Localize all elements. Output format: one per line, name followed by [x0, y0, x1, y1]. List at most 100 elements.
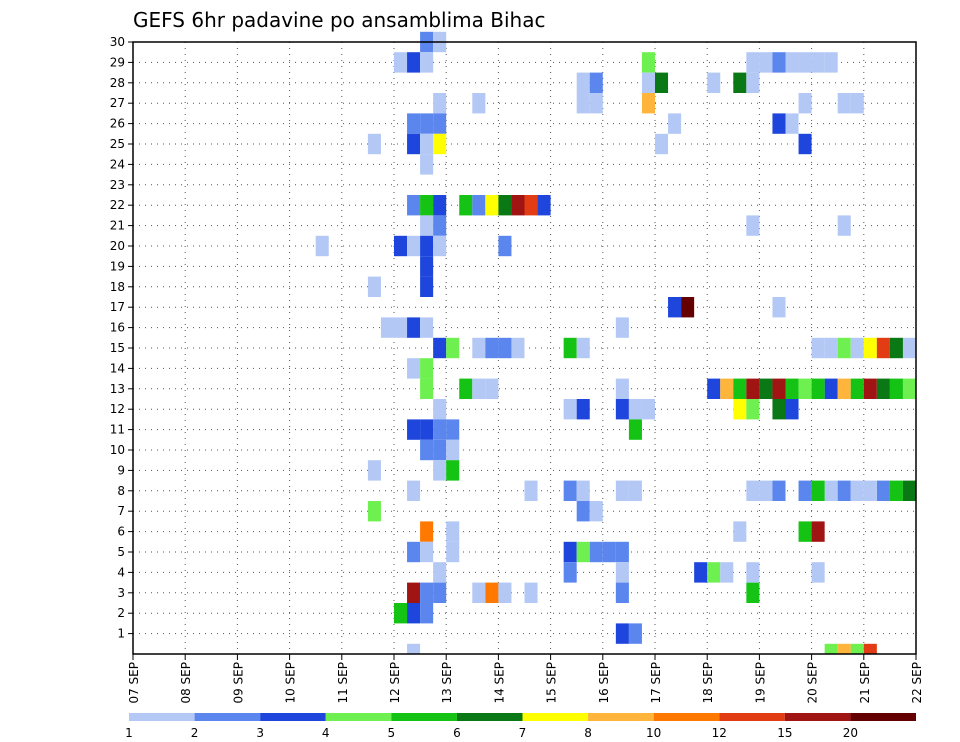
colorbar-label: 1 [125, 726, 133, 740]
data-cell [420, 521, 434, 542]
data-cell [498, 582, 512, 603]
data-cell [837, 378, 851, 399]
y-tick-label: 6 [117, 525, 125, 539]
data-cell [655, 133, 669, 155]
y-tick-label: 13 [110, 382, 125, 396]
data-cell [407, 133, 421, 155]
data-cell [407, 582, 421, 603]
data-cell [746, 399, 760, 420]
data-cell [420, 582, 434, 603]
y-tick-label: 4 [117, 565, 125, 579]
y-tick-label: 3 [117, 586, 125, 600]
y-tick-label: 15 [110, 341, 125, 355]
data-cell [902, 378, 916, 399]
data-cell [485, 378, 499, 399]
data-cell [407, 419, 421, 440]
y-tick-label: 26 [110, 117, 125, 131]
data-cell [889, 378, 903, 399]
data-cell [876, 378, 890, 399]
data-cell [576, 337, 590, 359]
data-cell [498, 337, 512, 359]
data-cell [420, 358, 434, 379]
y-tick-label: 7 [117, 504, 125, 518]
data-cell [420, 378, 434, 399]
data-cell [524, 195, 538, 216]
data-cell [433, 215, 447, 236]
data-cell [681, 297, 695, 318]
data-cell [433, 419, 447, 440]
colorbar-swatch [391, 713, 457, 721]
data-cell [433, 582, 447, 603]
data-cell [850, 378, 864, 399]
data-cell [811, 52, 825, 73]
data-cell [785, 378, 799, 399]
data-cell [772, 113, 786, 134]
data-cell [407, 541, 421, 563]
x-tick-label: 17 SEP [649, 662, 663, 704]
data-cell [798, 480, 812, 501]
data-cell [576, 72, 590, 93]
y-tick-label: 1 [117, 627, 125, 641]
data-cell [433, 93, 447, 114]
colorbar-label: 2 [191, 726, 199, 740]
y-tick-label: 20 [110, 239, 125, 253]
data-cell [420, 52, 434, 73]
data-cell [420, 419, 434, 440]
data-cell [746, 582, 760, 603]
data-cell [459, 378, 473, 399]
data-cell [563, 541, 577, 563]
data-cell [433, 460, 447, 481]
x-tick-label: 14 SEP [492, 662, 506, 704]
x-tick-label: 11 SEP [336, 662, 350, 704]
x-tick-label: 18 SEP [701, 662, 715, 704]
data-cell [524, 582, 538, 603]
data-cell [407, 358, 421, 379]
data-cell [668, 297, 682, 318]
data-cell [889, 480, 903, 501]
data-cell [863, 378, 877, 399]
data-cell [420, 603, 434, 624]
data-cell [733, 378, 747, 399]
data-cell [811, 562, 825, 583]
colorbar-swatch [325, 713, 392, 721]
data-cell [485, 337, 499, 359]
y-tick-label: 27 [110, 96, 125, 110]
colorbar-label: 6 [453, 726, 461, 740]
data-cell [824, 378, 838, 399]
data-cell [628, 480, 642, 501]
x-tick-label: 21 SEP [858, 662, 872, 704]
data-cell [576, 501, 590, 522]
x-tick-label: 20 SEP [806, 662, 820, 704]
data-cell [407, 643, 421, 654]
data-cell [433, 399, 447, 420]
y-tick-label: 16 [110, 321, 125, 335]
y-tick-label: 25 [110, 137, 125, 151]
data-cell [433, 195, 447, 216]
y-tick-label: 24 [110, 157, 125, 171]
data-cell [707, 562, 721, 583]
data-cell [772, 297, 786, 318]
data-cell [563, 562, 577, 583]
data-cell [772, 480, 786, 501]
data-cell [641, 399, 655, 420]
y-tick-label: 19 [110, 259, 125, 273]
data-cell [446, 541, 460, 563]
data-cell [759, 480, 773, 501]
data-cell [628, 623, 642, 644]
data-cell [811, 337, 825, 359]
data-cell [746, 72, 760, 93]
x-tick-label: 12 SEP [388, 662, 402, 704]
colorbar-label: 7 [519, 726, 527, 740]
colorbar-swatch [456, 713, 523, 721]
data-cell [889, 337, 903, 359]
data-cell [367, 501, 381, 522]
data-cell [733, 521, 747, 542]
colorbar-swatch [194, 713, 261, 721]
data-cell [811, 521, 825, 542]
data-cell [589, 541, 603, 563]
y-tick-label: 11 [110, 423, 125, 437]
y-tick-label: 29 [110, 55, 125, 69]
data-cell [615, 317, 629, 338]
data-cell [876, 337, 890, 359]
data-cell [785, 399, 799, 420]
